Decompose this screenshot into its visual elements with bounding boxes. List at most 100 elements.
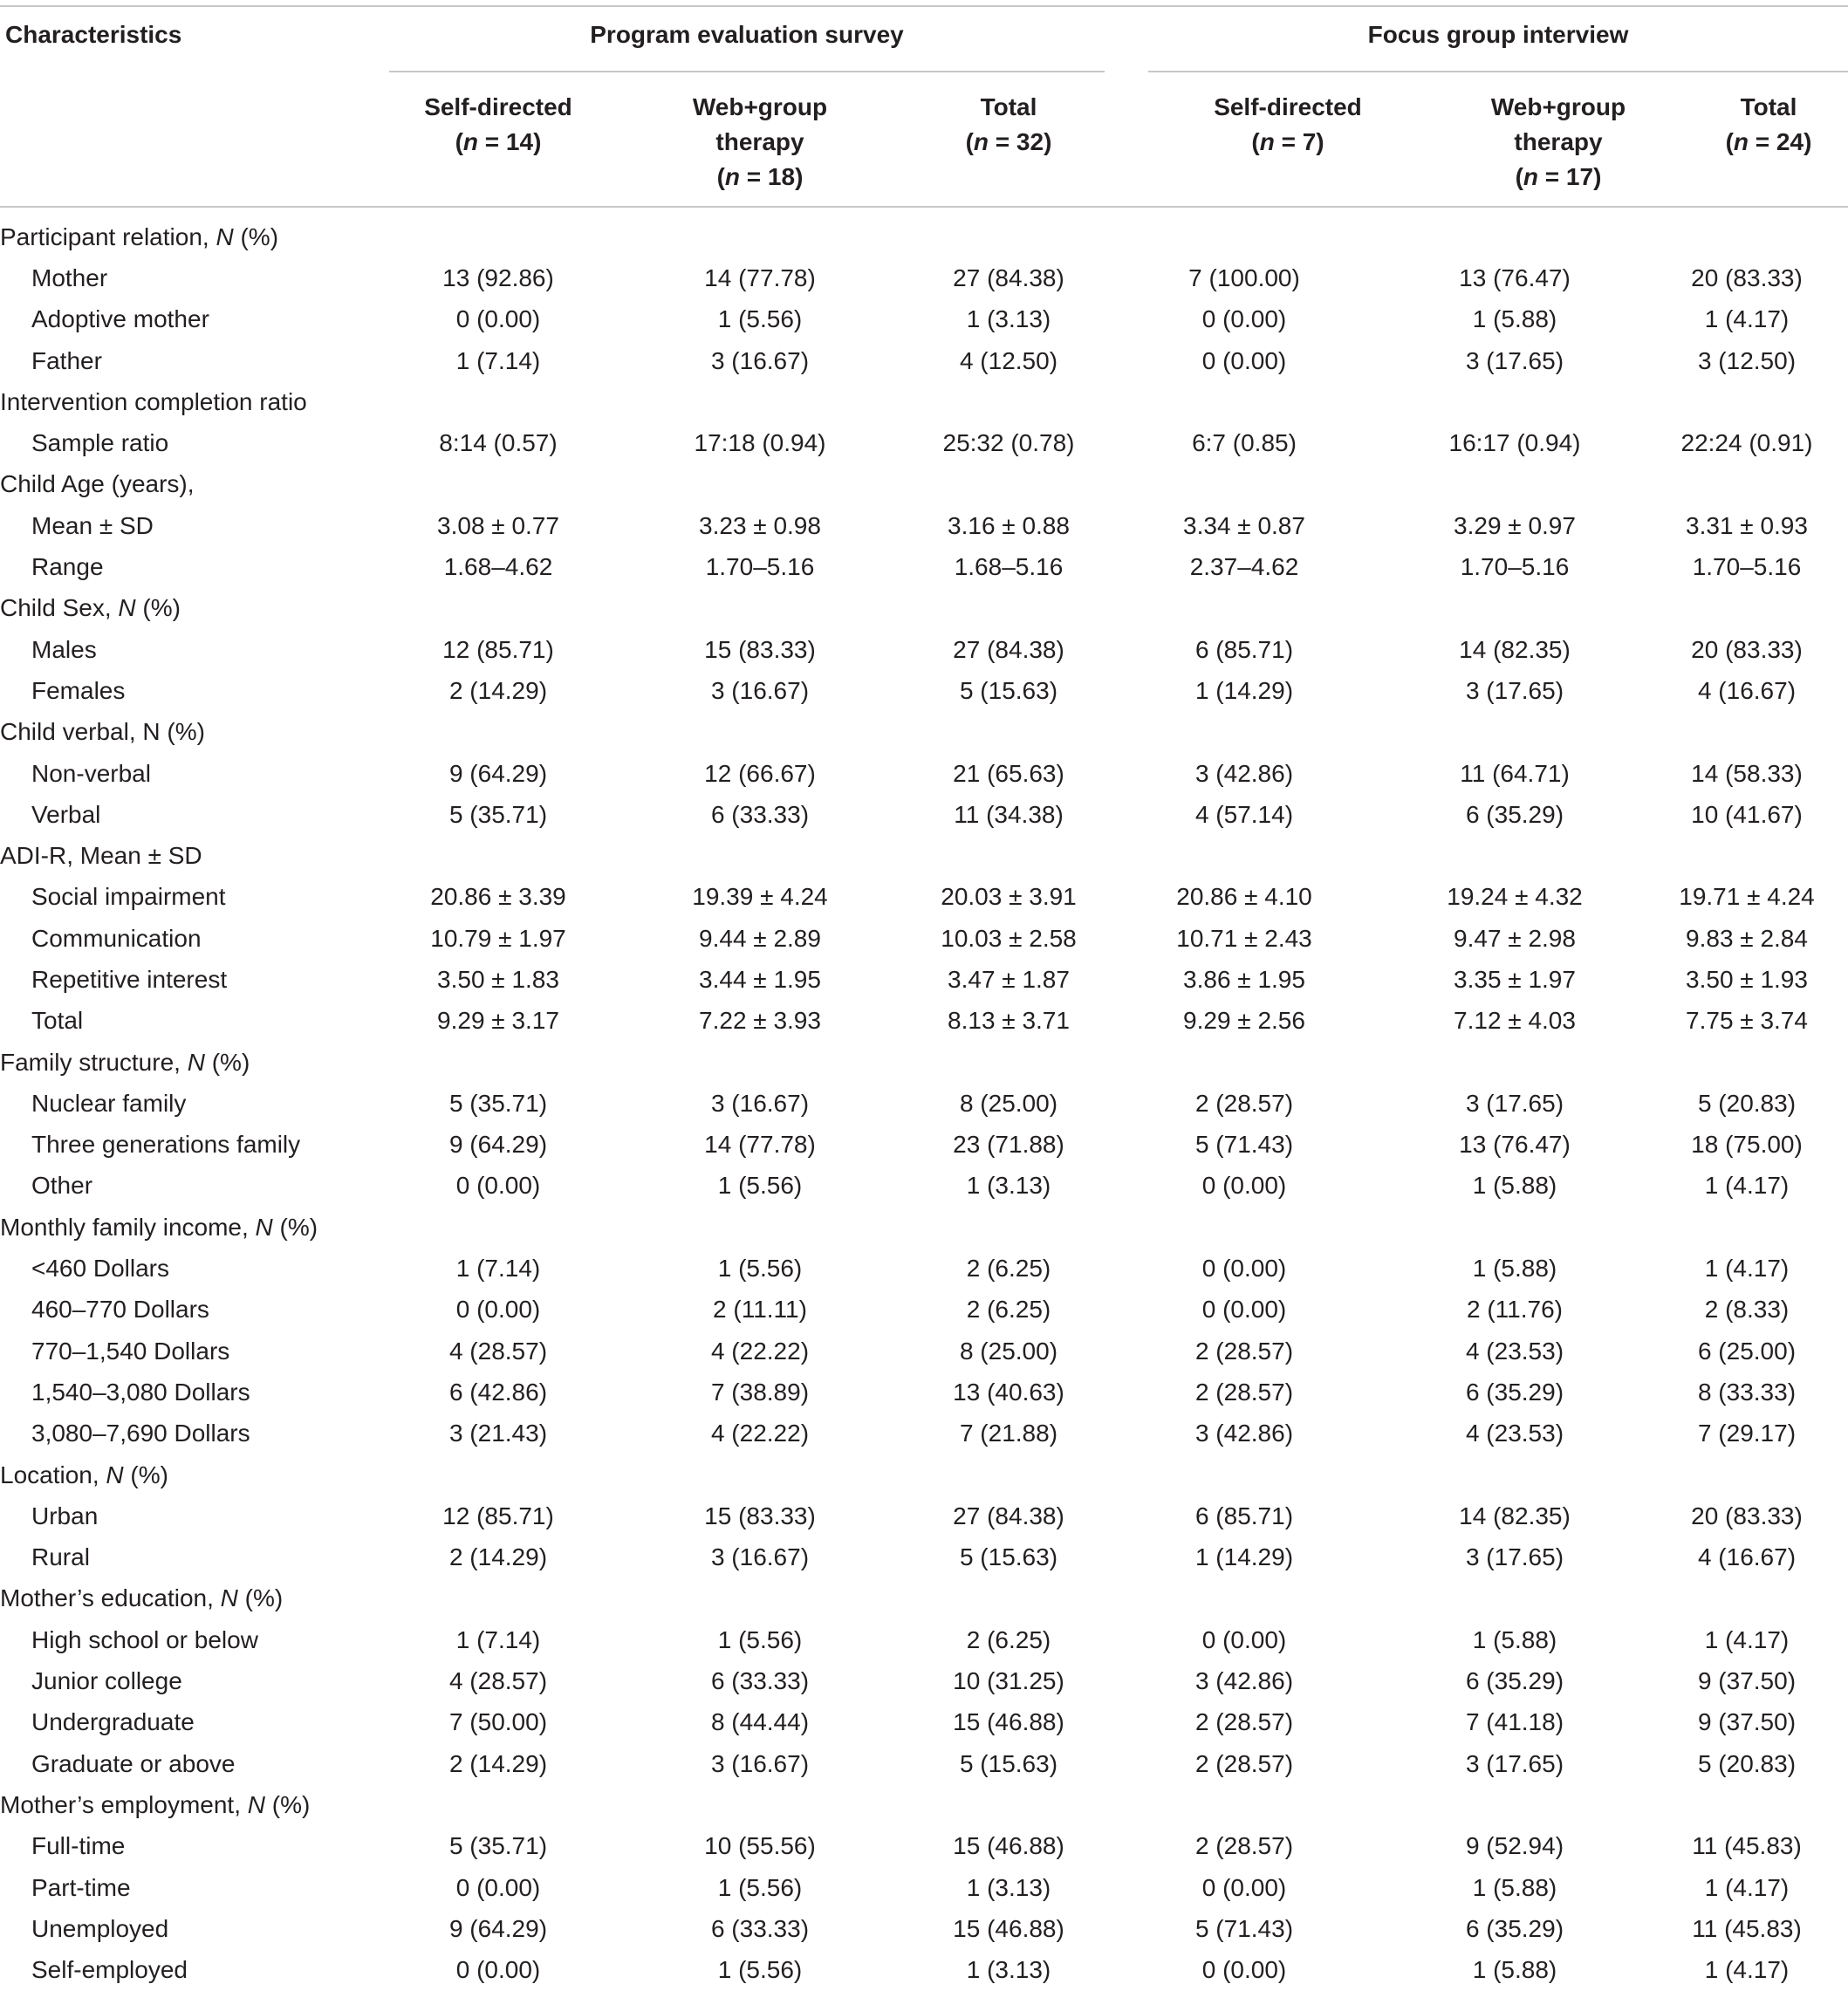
- table-cell: 6 (33.33): [710, 1667, 810, 1695]
- empty-cell: [389, 835, 607, 876]
- table-cell: 7 (100.00): [1188, 263, 1300, 291]
- n-value: = 18): [740, 163, 804, 190]
- table-cell: 7 (29.17): [1697, 1420, 1797, 1447]
- table-cell: 1 (4.17): [1704, 1956, 1790, 1984]
- n-value: = 24): [1749, 128, 1812, 155]
- label-text: Rural: [31, 1543, 90, 1571]
- table-cell: 3 (42.86): [1194, 759, 1294, 787]
- row-label: Undergraduate: [0, 1702, 389, 1743]
- table-cell: 9.29 ± 3.17: [437, 1007, 559, 1035]
- table-cell: 5 (15.63): [959, 1749, 1058, 1777]
- table-cell: 10 (55.56): [704, 1832, 816, 1860]
- row-label: Urban: [0, 1495, 389, 1536]
- column-header-3: Self-directed (n = 7): [1148, 90, 1427, 160]
- section-row: Monthly family income, N (%): [0, 1207, 1848, 1248]
- data-table: Participant relation, N (%) Mother 13 (92.…: [0, 216, 1848, 1991]
- table-row: Females 2 (14.29) 3 (16.67) 5 (15.63) 1 (14.…: [0, 670, 1848, 711]
- table-row: Communication 10.79 ± 1.97 9.44 ± 2.89 10.0…: [0, 918, 1848, 959]
- label-text: Intervention completion ratio: [0, 387, 307, 415]
- table-cell: 2.37–4.62: [1189, 553, 1299, 581]
- table-row: Verbal 5 (35.71) 6 (33.33) 11 (34.38) 4 (57.…: [0, 794, 1848, 835]
- table-cell: 10.03 ± 2.58: [941, 924, 1077, 952]
- table-cell: 5 (15.63): [959, 676, 1058, 704]
- label-tail: (%): [135, 594, 181, 622]
- table-cell: 1 (5.88): [1472, 1625, 1557, 1653]
- table-cell: 4 (23.53): [1465, 1420, 1564, 1447]
- empty-cell: [389, 1042, 607, 1083]
- table-cell: 1 (3.13): [966, 1873, 1051, 1901]
- label-text: ADI-R, Mean ± SD: [0, 842, 202, 870]
- label-tail: (%): [123, 1461, 168, 1488]
- row-label: Range: [0, 546, 389, 587]
- table-cell: 6 (35.29): [1465, 800, 1564, 828]
- table-cell: 7 (21.88): [959, 1420, 1058, 1447]
- table-cell: 23 (71.88): [953, 1131, 1064, 1159]
- section-row: Child Sex, N (%): [0, 588, 1848, 629]
- label-italic: N: [255, 1213, 273, 1241]
- label-text: 1,540–3,080 Dollars: [31, 1378, 250, 1406]
- row-label: 3,080–7,690 Dollars: [0, 1413, 389, 1454]
- label-tail: (%): [237, 1584, 284, 1612]
- table-cell: 0 (0.00): [1201, 1255, 1287, 1283]
- table-cell: 1 (7.14): [455, 346, 541, 374]
- table-cell: 2 (14.29): [448, 1543, 548, 1571]
- table-cell: 2 (28.57): [1194, 1089, 1294, 1117]
- empty-cell: [389, 712, 607, 753]
- header-rule: [0, 206, 1848, 208]
- column-header-line: therapy: [715, 128, 804, 155]
- row-label: Mean ± SD: [0, 505, 389, 546]
- empty-cell: [1384, 1578, 1646, 1619]
- section-label: Family structure, N (%): [0, 1042, 389, 1083]
- table-cell: 8 (44.44): [710, 1708, 810, 1736]
- table-row: Junior college 4 (28.57) 6 (33.33) 10 (31.2…: [0, 1660, 1848, 1701]
- table-cell: 7 (41.18): [1465, 1708, 1564, 1736]
- row-label: Other: [0, 1166, 389, 1207]
- column-header-2: Total (n = 32): [913, 90, 1105, 160]
- section-row: Family structure, N (%): [0, 1042, 1848, 1083]
- table-row: Non-verbal 9 (64.29) 12 (66.67) 21 (65.63) 3…: [0, 753, 1848, 794]
- table-cell: 25:32 (0.78): [942, 429, 1075, 457]
- table-cell: 1 (4.17): [1704, 305, 1790, 333]
- section-row: Participant relation, N (%): [0, 216, 1848, 257]
- empty-cell: [1646, 464, 1848, 505]
- label-text: Mother: [31, 263, 108, 291]
- row-label: Father: [0, 340, 389, 381]
- section-label: Participant relation, N (%): [0, 216, 389, 257]
- label-text: Part-time: [31, 1873, 131, 1901]
- table-cell: 1 (5.56): [717, 1172, 803, 1200]
- label-text: Urban: [31, 1502, 99, 1529]
- table-cell: 13 (76.47): [1459, 1131, 1571, 1159]
- table-cell: 2 (28.57): [1194, 1749, 1294, 1777]
- empty-cell: [607, 216, 913, 257]
- row-label: Mother: [0, 257, 389, 298]
- table-row: Father 1 (7.14) 3 (16.67) 4 (12.50) 0 (0.00)…: [0, 340, 1848, 381]
- table-cell: 13 (76.47): [1459, 263, 1571, 291]
- table-cell: 3.31 ± 0.93: [1686, 511, 1808, 539]
- empty-cell: [1105, 1784, 1384, 1825]
- table-cell: 3.16 ± 0.88: [948, 511, 1070, 539]
- empty-cell: [389, 381, 607, 422]
- table-cell: 1 (5.88): [1472, 1255, 1557, 1283]
- empty-cell: [913, 464, 1105, 505]
- table-cell: 3.34 ± 0.87: [1183, 511, 1305, 539]
- empty-cell: [913, 712, 1105, 753]
- table-cell: 0 (0.00): [455, 1296, 541, 1324]
- table-cell: 10.71 ± 2.43: [1176, 924, 1312, 952]
- empty-cell: [607, 464, 913, 505]
- table-cell: 3 (16.67): [710, 1089, 810, 1117]
- table-cell: 9 (64.29): [448, 1131, 548, 1159]
- column-header-n: (n = 18): [716, 163, 804, 190]
- table-cell: 12 (85.71): [442, 635, 554, 663]
- table-cell: 1 (4.17): [1704, 1873, 1790, 1901]
- row-label: Males: [0, 629, 389, 670]
- table-row: Full-time 5 (35.71) 10 (55.56) 15 (46.88) 2 …: [0, 1826, 1848, 1867]
- table-cell: 4 (57.14): [1194, 800, 1294, 828]
- table-cell: 19.71 ± 4.24: [1679, 883, 1815, 911]
- section-label: ADI-R, Mean ± SD: [0, 835, 389, 876]
- table-cell: 10 (41.67): [1691, 800, 1803, 828]
- n-symbol: n: [462, 128, 479, 155]
- table-cell: 3 (17.65): [1465, 676, 1564, 704]
- table-row: Three generations family 9 (64.29) 14 (77.…: [0, 1125, 1848, 1166]
- table-cell: 3.08 ± 0.77: [437, 511, 559, 539]
